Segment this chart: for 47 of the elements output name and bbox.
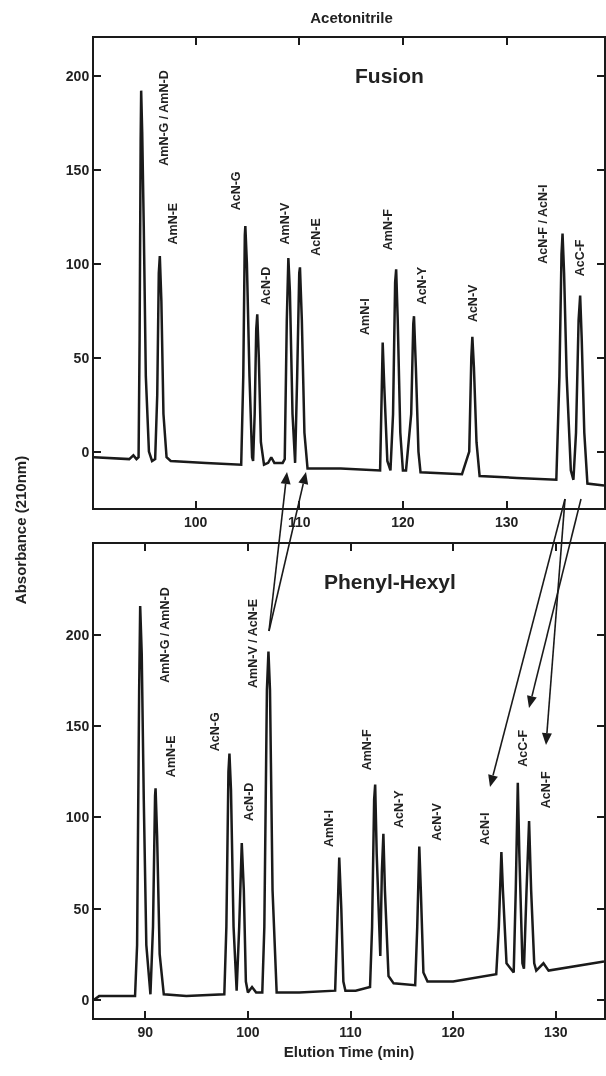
annotation: AmN-F (359, 729, 374, 771)
annotation: AcN-V (429, 802, 444, 841)
y-tick-label: 100 (65, 255, 90, 272)
x-tick-label: 100 (236, 1023, 260, 1040)
annotation: AcN-V (465, 283, 480, 323)
annotation: AcN-F / AcN-I (535, 184, 550, 264)
annotation: AcN-F (538, 771, 553, 809)
annotation: AcC-F (516, 729, 531, 767)
x-tick-label: 130 (544, 1023, 568, 1040)
y-axis-title: Absorbance (210nm) (11, 455, 29, 605)
y-tick-label: 100 (65, 809, 90, 826)
annotation: AmN-V (278, 202, 293, 245)
annotation: AmN-I (322, 810, 337, 847)
annotation: AcN-G (207, 712, 222, 752)
x-tick-label: 110 (339, 1023, 363, 1040)
annotation: AcN-Y (391, 789, 406, 828)
annotation: AmN-E (163, 735, 178, 778)
annotation: AcC-F (573, 239, 588, 277)
annotation: AcN-E (308, 218, 323, 256)
x-tick-label: 120 (391, 513, 415, 530)
annotation: AcN-Y (414, 266, 429, 305)
x-tick-label: 120 (441, 1023, 466, 1040)
y-tick-label: 50 (73, 900, 90, 917)
y-tick-label: 50 (73, 349, 90, 366)
y-tick-label: 0 (81, 443, 90, 460)
annotation: AcN-I (477, 812, 492, 846)
annotation: AmN-F (380, 208, 395, 251)
x-tick-label: 90 (137, 1023, 154, 1040)
text: Phenyl-Hexyl (324, 570, 456, 593)
x-tick-label: 130 (494, 513, 519, 530)
text: Fusion (355, 64, 424, 87)
annotation: AmN-I (358, 298, 373, 336)
y-tick-label: 200 (65, 627, 90, 644)
y-tick-label: 150 (65, 161, 90, 178)
annotation: AmN-E (166, 202, 181, 245)
y-tick-label: 150 (65, 718, 90, 735)
x-tick-label: 100 (183, 513, 208, 530)
annotation: AmN-G / AmN-D (157, 70, 172, 166)
annotation: AmN-V / AcN-E (246, 598, 261, 688)
chart-title: Acetonitrile (310, 8, 393, 26)
annotation: AcN-D (259, 266, 274, 305)
annotation: AcN-D (242, 782, 257, 821)
annotation: AcN-G (228, 171, 243, 211)
y-tick-label: 0 (81, 991, 90, 1008)
y-tick-label: 200 (65, 67, 90, 84)
x-axis-title: Elution Time (min) (283, 1043, 415, 1061)
annotation: AmN-G / AmN-D (157, 587, 172, 683)
